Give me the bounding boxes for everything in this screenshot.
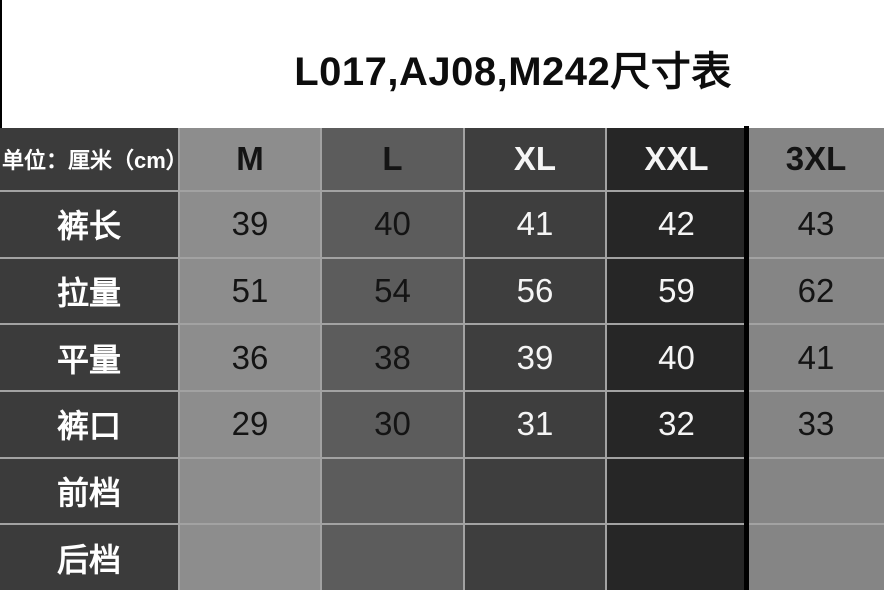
value-cell: 33 [748, 391, 884, 457]
row-label-stretched-width: 拉量 [0, 258, 178, 324]
column-header-xxl: XXL [607, 128, 746, 190]
row-label-pants-length: 裤长 [0, 192, 178, 257]
title-bar: L017,AJ08,M242尺寸表 [0, 0, 884, 128]
value-cell [748, 458, 884, 524]
value-cell: 41 [465, 192, 605, 257]
size-table: 单位：厘米（cm） M L XL XXL 3XL 裤长 39 40 41 42 … [0, 128, 884, 590]
value-cell: 42 [607, 192, 746, 257]
value-cell: 32 [607, 391, 746, 457]
value-cell: 29 [180, 391, 320, 457]
column-header-l: L [322, 128, 463, 190]
value-cell: 56 [465, 258, 605, 324]
value-cell [465, 525, 605, 590]
value-cell: 62 [748, 258, 884, 324]
row-label-front-rise: 前档 [0, 458, 178, 524]
value-cell [322, 525, 463, 590]
value-cell [607, 525, 746, 590]
value-cell: 36 [180, 325, 320, 390]
value-cell [180, 525, 320, 590]
value-cell: 40 [322, 192, 463, 257]
column-header-3xl: 3XL [748, 128, 884, 190]
unit-header-cell: 单位：厘米（cm） [0, 128, 178, 190]
value-cell [180, 458, 320, 524]
value-cell: 38 [322, 325, 463, 390]
value-cell [607, 458, 746, 524]
value-cell: 39 [180, 192, 320, 257]
column-header-m: M [180, 128, 320, 190]
value-cell: 40 [607, 325, 746, 390]
page-title: L017,AJ08,M242尺寸表 [294, 50, 732, 94]
value-cell: 43 [748, 192, 884, 257]
value-cell: 54 [322, 258, 463, 324]
value-cell: 59 [607, 258, 746, 324]
value-cell: 31 [465, 391, 605, 457]
value-cell [748, 525, 884, 590]
row-label-leg-opening: 裤口 [0, 391, 178, 457]
row-label-back-rise: 后档 [0, 525, 178, 590]
column-header-xl: XL [465, 128, 605, 190]
value-cell [465, 458, 605, 524]
value-cell: 41 [748, 325, 884, 390]
value-cell [322, 458, 463, 524]
value-cell: 51 [180, 258, 320, 324]
value-cell: 39 [465, 325, 605, 390]
column-divider-3xl [744, 126, 749, 590]
row-label-flat-width: 平量 [0, 325, 178, 390]
value-cell: 30 [322, 391, 463, 457]
